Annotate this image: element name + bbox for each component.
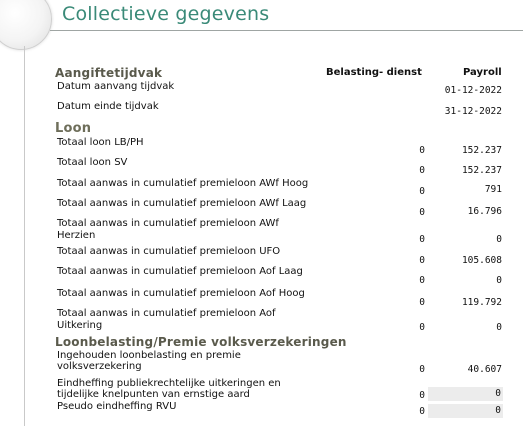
column-header-payroll: Payroll bbox=[463, 67, 502, 78]
row-label-line2: Uitkering bbox=[57, 320, 103, 331]
payroll-value: 152.237 bbox=[461, 165, 502, 176]
payroll-value-field: 0 bbox=[428, 404, 503, 418]
section-heading-loon: Loon bbox=[55, 121, 92, 136]
left-border-line bbox=[24, 46, 25, 426]
row-label: Datum aanvang tijdvak bbox=[57, 81, 175, 92]
payroll-value: 791 bbox=[484, 184, 502, 195]
row-label: Totaal loon SV bbox=[57, 157, 128, 168]
belastingdienst-value: 0 bbox=[419, 145, 425, 156]
row-label: Totaal aanwas in cumulatief premieloon A… bbox=[57, 178, 309, 189]
row-label-line2: tijdelijke knelpunten van ernstige aard bbox=[57, 389, 250, 400]
payroll-value: 0 bbox=[496, 234, 502, 245]
payroll-value: 152.237 bbox=[461, 145, 502, 156]
belastingdienst-value: 0 bbox=[419, 322, 425, 333]
payroll-value: 0 bbox=[496, 275, 502, 286]
column-header-belastingdienst: Belasting- dienst bbox=[326, 67, 422, 78]
row-label-line1: Ingehouden loonbelasting en premie bbox=[57, 350, 241, 361]
section-heading-loonbelasting: Loonbelasting/Premie volksverzekeringen bbox=[55, 335, 347, 349]
title-divider bbox=[50, 30, 523, 31]
row-label-line2: volksverzekering bbox=[57, 361, 142, 372]
belastingdienst-value: 0 bbox=[419, 275, 425, 286]
belastingdienst-value: 0 bbox=[419, 234, 425, 245]
row-label-line2: Herzien bbox=[57, 230, 96, 241]
belastingdienst-value: 0 bbox=[419, 390, 425, 401]
payroll-value: 16.796 bbox=[467, 206, 502, 217]
row-label: Totaal aanwas in cumulatief premieloon A… bbox=[57, 266, 303, 277]
row-label: Totaal loon LB/PH bbox=[57, 137, 144, 148]
belastingdienst-value: 0 bbox=[419, 165, 425, 176]
row-label: Pseudo eindheffing RVU bbox=[57, 401, 177, 412]
belastingdienst-value: 0 bbox=[419, 186, 425, 197]
belastingdienst-value: 0 bbox=[419, 207, 425, 218]
belastingdienst-value: 0 bbox=[419, 364, 425, 375]
row-label-line1: Eindheffing publiekrechtelijke uitkering… bbox=[57, 378, 281, 389]
row-label-line1: Totaal aanwas in cumulatief premieloon A… bbox=[57, 308, 276, 319]
payroll-value: 31-12-2022 bbox=[444, 106, 502, 117]
row-label: Totaal aanwas in cumulatief premieloon U… bbox=[57, 246, 281, 257]
payroll-value: 119.792 bbox=[461, 297, 502, 308]
payroll-value: 0 bbox=[496, 322, 502, 333]
belastingdienst-value: 0 bbox=[419, 255, 425, 266]
row-label: Datum einde tijdvak bbox=[57, 101, 159, 112]
payroll-value-field: 0 bbox=[428, 387, 503, 401]
section-heading-aangiftetijdvak: Aangiftetijdvak bbox=[55, 66, 163, 80]
payroll-value: 01-12-2022 bbox=[444, 85, 502, 96]
header-circle-ornament bbox=[0, 0, 52, 50]
row-label: Totaal aanwas in cumulatief premieloon A… bbox=[57, 198, 307, 209]
belastingdienst-value: 0 bbox=[419, 406, 425, 417]
row-label-line1: Totaal aanwas in cumulatief premieloon A… bbox=[57, 218, 279, 229]
row-label: Totaal aanwas in cumulatief premieloon A… bbox=[57, 288, 305, 299]
payroll-value: 40.607 bbox=[467, 364, 502, 375]
belastingdienst-value: 0 bbox=[419, 297, 425, 308]
page-title: Collectieve gegevens bbox=[62, 3, 270, 25]
payroll-value: 105.608 bbox=[461, 255, 502, 266]
